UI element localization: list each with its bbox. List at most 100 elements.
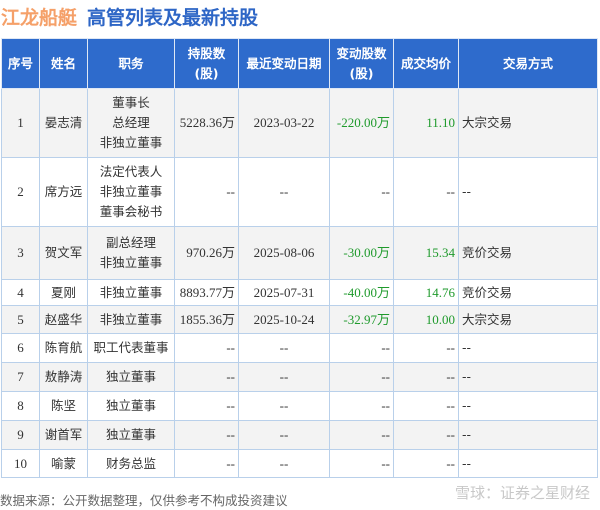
role-label: 副总经理 [105, 235, 156, 250]
cell-date: 2025-08-06 [238, 226, 330, 280]
cell-date: 2025-10-24 [238, 305, 330, 334]
role-label: 职工代表董事 [93, 340, 169, 355]
cell-change: -32.97万 [329, 305, 394, 334]
cell-shares: -- [174, 333, 239, 363]
cell-price: -- [393, 362, 459, 392]
cell-method: -- [458, 420, 598, 450]
cell-method: 竞价交易 [458, 279, 598, 306]
cell-name: 赵盛华 [39, 305, 88, 334]
table-row: 7 敖静涛 独立董事 -- -- -- -- -- [1, 362, 598, 392]
cell-change: -- [329, 449, 394, 478]
cell-roles: 独立董事 [87, 362, 175, 392]
column-header: 最近变动日期 [238, 38, 330, 89]
role-label: 独立董事 [105, 398, 156, 413]
cell-index: 9 [1, 420, 40, 450]
cell-index: 7 [1, 362, 40, 392]
cell-date: -- [238, 420, 330, 450]
cell-shares: 8893.77万 [174, 279, 239, 306]
table-row: 2 席方远 法定代表人 非独立董事 董事会秘书 -- -- -- -- -- [1, 157, 598, 227]
cell-price: -- [393, 449, 459, 478]
cell-shares: 1855.36万 [174, 305, 239, 334]
table-row: 10 喻蒙 财务总监 -- -- -- -- -- [1, 449, 598, 478]
cell-roles: 独立董事 [87, 391, 175, 421]
cell-name: 敖静涛 [39, 362, 88, 392]
table-row: 4 夏刚 非独立董事 8893.77万 2025-07-31 -40.00万 14.76 竞价… [1, 279, 598, 306]
cell-name: 晏志清 [39, 88, 88, 158]
cell-roles: 财务总监 [87, 449, 175, 478]
cell-price: -- [393, 157, 459, 227]
cell-name: 谢首军 [39, 420, 88, 450]
cell-roles: 非独立董事 [87, 305, 175, 334]
cell-method: -- [458, 362, 598, 392]
role-label: 董事长 [112, 95, 150, 110]
cell-name: 陈育航 [39, 333, 88, 363]
role-label: 独立董事 [105, 369, 156, 384]
role-label: 非独立董事 [99, 284, 163, 300]
cell-change: -30.00万 [329, 226, 394, 280]
cell-method: -- [458, 391, 598, 421]
cell-name: 陈坚 [39, 391, 88, 421]
cell-change: -- [329, 362, 394, 392]
cell-roles: 副总经理 非独立董事 [87, 226, 175, 280]
cell-shares: -- [174, 420, 239, 450]
role-label: 董事会秘书 [99, 204, 163, 219]
table-row: 5 赵盛华 非独立董事 1855.36万 2025-10-24 -32.97万 10.00 大… [1, 305, 598, 334]
cell-shares: -- [174, 391, 239, 421]
role-label: 非独立董事 [99, 311, 163, 327]
role-label: 非独立董事 [99, 184, 163, 199]
column-header: 变动股数 (股) [329, 38, 394, 89]
column-header: 序号 [1, 38, 40, 89]
cell-price: 10.00 [393, 305, 459, 334]
table-row: 8 陈坚 独立董事 -- -- -- -- -- [1, 391, 598, 421]
cell-method: -- [458, 333, 598, 363]
cell-date: 2025-07-31 [238, 279, 330, 306]
cell-change: -220.00万 [329, 88, 394, 158]
cell-name: 夏刚 [39, 279, 88, 306]
role-label: 非独立董事 [99, 135, 163, 150]
cell-price: 15.34 [393, 226, 459, 280]
cell-date: -- [238, 333, 330, 363]
column-header: 持股数 (股) [174, 38, 239, 89]
data-source-note: 数据来源：公开数据整理，仅供参考不构成投资建议 [0, 493, 288, 508]
cell-shares: -- [174, 449, 239, 478]
column-header: 职务 [87, 38, 175, 89]
cell-method: -- [458, 157, 598, 227]
cell-roles: 职工代表董事 [87, 333, 175, 363]
cell-price: -- [393, 420, 459, 450]
cell-price: 11.10 [393, 88, 459, 158]
column-header: 成交均价 [393, 38, 459, 89]
cell-index: 3 [1, 226, 40, 280]
cell-shares: 5228.36万 [174, 88, 239, 158]
cell-index: 10 [1, 449, 40, 478]
table-row: 1 晏志清 董事长 总经理 非独立董事 5228.36万 2023-03-22 -220.00… [1, 88, 598, 158]
cell-date: -- [238, 362, 330, 392]
role-label: 非独立董事 [99, 255, 163, 270]
cell-shares: 970.26万 [174, 226, 239, 280]
company-name: 江龙船艇 [1, 7, 78, 29]
table-row: 3 贺文军 副总经理 非独立董事 970.26万 2025-08-06 -30.00万 15.… [1, 226, 598, 280]
cell-name: 席方远 [39, 157, 88, 227]
cell-price: 14.76 [393, 279, 459, 306]
table-row: 6 陈育航 职工代表董事 -- -- -- -- -- [1, 333, 598, 363]
cell-name: 贺文军 [39, 226, 88, 280]
cell-method: 竞价交易 [458, 226, 598, 280]
cell-change: -- [329, 333, 394, 363]
cell-price: -- [393, 333, 459, 363]
cell-price: -- [393, 391, 459, 421]
role-label: 独立董事 [105, 427, 156, 442]
cell-date: -- [238, 391, 330, 421]
cell-method: 大宗交易 [458, 305, 598, 334]
cell-index: 5 [1, 305, 40, 334]
cell-change: -- [329, 420, 394, 450]
role-label: 法定代表人 [99, 164, 163, 179]
cell-change: -- [329, 157, 394, 227]
cell-roles: 独立董事 [87, 420, 175, 450]
cell-roles: 非独立董事 [87, 279, 175, 306]
cell-roles: 董事长 总经理 非独立董事 [87, 88, 175, 158]
cell-index: 2 [1, 157, 40, 227]
cell-name: 喻蒙 [39, 449, 88, 478]
cell-index: 8 [1, 391, 40, 421]
executive-table: 序号 姓名 职务 持股数 (股) 最近变动日期 变动股数 (股) 成交均价 交易方式 1 晏志清… [1, 38, 598, 478]
cell-index: 1 [1, 88, 40, 158]
cell-roles: 法定代表人非独立董事董事会秘书 [87, 157, 175, 227]
